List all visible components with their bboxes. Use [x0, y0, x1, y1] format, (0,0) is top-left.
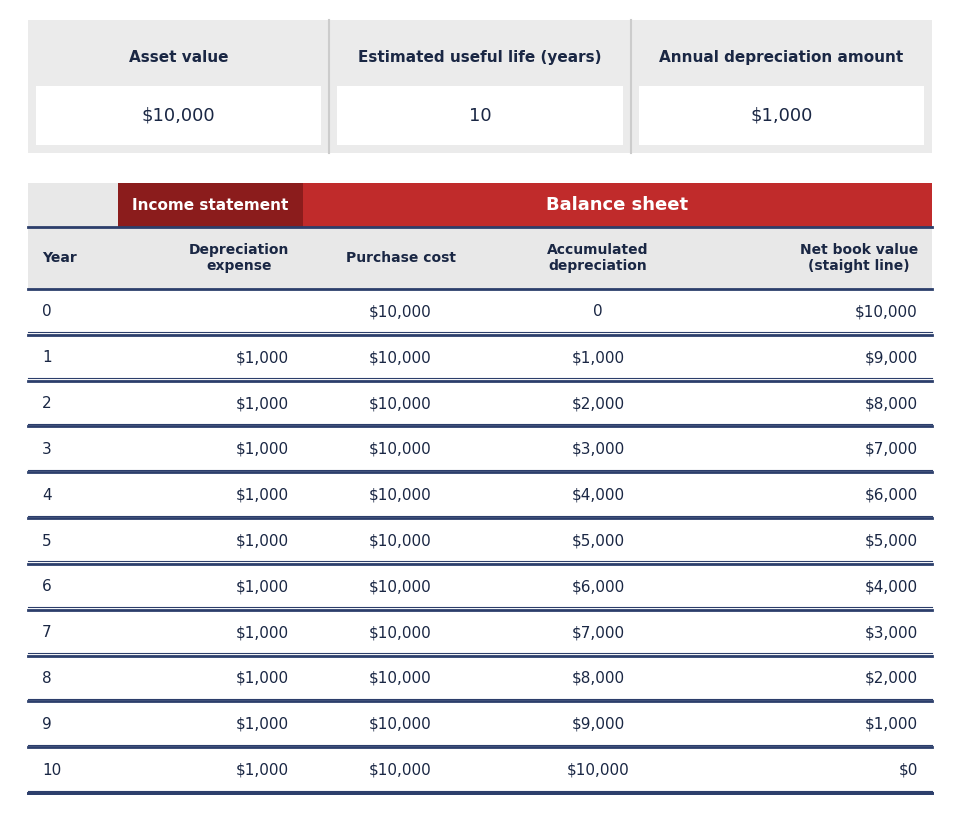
Text: $1,000: $1,000 — [236, 763, 289, 777]
Text: $7,000: $7,000 — [571, 625, 625, 640]
Text: $1,000: $1,000 — [236, 488, 289, 502]
Bar — [337, 86, 623, 145]
Text: $4,000: $4,000 — [865, 580, 918, 594]
Text: Estimated useful life (years): Estimated useful life (years) — [358, 50, 602, 65]
Text: $1,000: $1,000 — [236, 396, 289, 411]
Text: $2,000: $2,000 — [865, 671, 918, 686]
Text: $5,000: $5,000 — [571, 533, 625, 549]
Text: 7: 7 — [42, 625, 52, 640]
Text: $10,000: $10,000 — [855, 304, 918, 320]
Text: $8,000: $8,000 — [865, 396, 918, 411]
Text: $1,000: $1,000 — [236, 350, 289, 365]
Bar — [303, 183, 932, 227]
Text: $10,000: $10,000 — [370, 533, 432, 549]
Text: $0: $0 — [899, 763, 918, 777]
Text: $10,000: $10,000 — [370, 580, 432, 594]
Text: $10,000: $10,000 — [370, 350, 432, 365]
Text: $10,000: $10,000 — [370, 717, 432, 732]
Text: $1,000: $1,000 — [236, 441, 289, 457]
Text: Asset value: Asset value — [129, 50, 228, 65]
Text: 0: 0 — [42, 304, 52, 320]
Text: $6,000: $6,000 — [571, 580, 625, 594]
Text: $1,000: $1,000 — [236, 717, 289, 732]
Text: $9,000: $9,000 — [865, 350, 918, 365]
Text: Depreciation
expense: Depreciation expense — [188, 243, 289, 273]
Text: $4,000: $4,000 — [571, 488, 625, 502]
Text: 0: 0 — [593, 304, 603, 320]
Text: 6: 6 — [42, 580, 52, 594]
Text: $9,000: $9,000 — [571, 717, 625, 732]
Text: $1,000: $1,000 — [236, 671, 289, 686]
Text: $10,000: $10,000 — [370, 671, 432, 686]
Text: $1,000: $1,000 — [865, 717, 918, 732]
Text: 5: 5 — [42, 533, 52, 549]
Text: 3: 3 — [42, 441, 52, 457]
Bar — [28, 227, 932, 289]
Text: Net book value
(staight line): Net book value (staight line) — [800, 243, 918, 273]
Text: 9: 9 — [42, 717, 52, 732]
Bar — [638, 86, 924, 145]
Text: $5,000: $5,000 — [865, 533, 918, 549]
Text: $10,000: $10,000 — [370, 441, 432, 457]
Text: $1,000: $1,000 — [236, 533, 289, 549]
Text: 2: 2 — [42, 396, 52, 411]
Text: $10,000: $10,000 — [370, 304, 432, 320]
Text: 1: 1 — [42, 350, 52, 365]
Text: Annual depreciation amount: Annual depreciation amount — [660, 50, 903, 65]
Text: $1,000: $1,000 — [571, 350, 625, 365]
Text: $3,000: $3,000 — [571, 441, 625, 457]
Text: $10,000: $10,000 — [370, 763, 432, 777]
Text: Year: Year — [42, 251, 77, 265]
Text: $6,000: $6,000 — [865, 488, 918, 502]
Text: $10,000: $10,000 — [370, 396, 432, 411]
Text: 4: 4 — [42, 488, 52, 502]
Text: $10,000: $10,000 — [370, 488, 432, 502]
Bar — [28, 20, 932, 153]
Text: $10,000: $10,000 — [370, 625, 432, 640]
Text: Purchase cost: Purchase cost — [346, 251, 455, 265]
Text: Accumulated
depreciation: Accumulated depreciation — [547, 243, 649, 273]
Text: Balance sheet: Balance sheet — [546, 196, 688, 214]
Text: $8,000: $8,000 — [571, 671, 625, 686]
Text: $1,000: $1,000 — [236, 625, 289, 640]
Bar — [36, 86, 322, 145]
Text: $2,000: $2,000 — [571, 396, 625, 411]
Text: $10,000: $10,000 — [142, 107, 215, 124]
Text: $10,000: $10,000 — [566, 763, 630, 777]
Text: $7,000: $7,000 — [865, 441, 918, 457]
Text: 10: 10 — [42, 763, 61, 777]
Text: 8: 8 — [42, 671, 52, 686]
Text: $1,000: $1,000 — [750, 107, 812, 124]
Text: Income statement: Income statement — [132, 198, 289, 212]
Text: $3,000: $3,000 — [865, 625, 918, 640]
Bar — [28, 183, 118, 227]
Text: 10: 10 — [468, 107, 492, 124]
Text: $1,000: $1,000 — [236, 580, 289, 594]
Bar — [118, 183, 303, 227]
